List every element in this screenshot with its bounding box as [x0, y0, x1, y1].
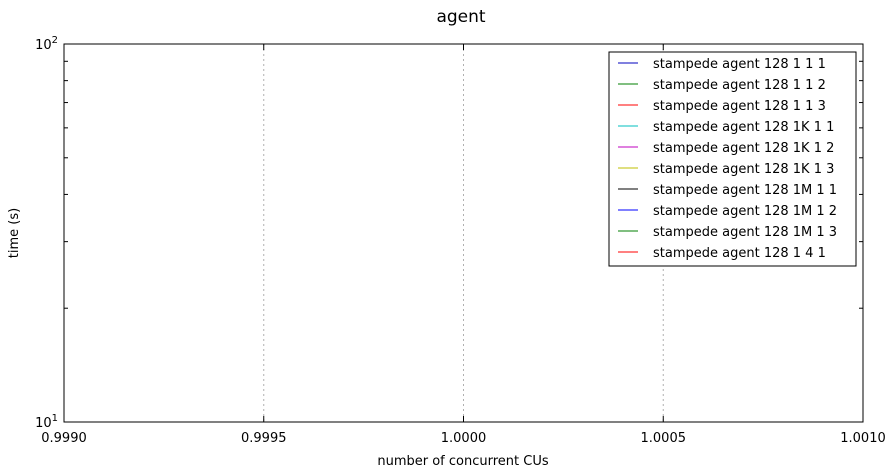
- x-tick-label: 0.9995: [241, 431, 287, 446]
- legend: stampede agent 128 1 1 1 stampede agent 1…: [608, 51, 857, 267]
- chart-title: agent: [436, 7, 485, 27]
- y-axis-label: time (s): [7, 208, 22, 258]
- legend-label: stampede agent 128 1K 1 3: [653, 162, 834, 177]
- legend-label: stampede agent 128 1 1 3: [653, 99, 826, 114]
- legend-label: stampede agent 128 1 4 1: [653, 246, 826, 261]
- legend-label: stampede agent 128 1 1 1: [653, 57, 826, 72]
- legend-label: stampede agent 128 1M 1 2: [653, 204, 837, 219]
- y-tick-label: 101: [35, 413, 58, 431]
- legend-label: stampede agent 128 1M 1 3: [653, 225, 837, 240]
- x-tick-label: 0.9990: [41, 431, 87, 446]
- legend-label: stampede agent 128 1M 1 1: [653, 183, 837, 198]
- legend-label: stampede agent 128 1K 1 2: [653, 141, 834, 156]
- x-axis-label: number of concurrent CUs: [377, 454, 548, 469]
- legend-label: stampede agent 128 1K 1 1: [653, 120, 834, 135]
- x-tick-label: 1.0010: [840, 431, 886, 446]
- x-tick-labels: 0.9990 0.9995 1.0000 1.0005 1.0010: [41, 431, 886, 446]
- x-tick-label: 1.0000: [441, 431, 487, 446]
- y-tick-label: 102: [35, 35, 58, 53]
- legend-box: [608, 51, 857, 267]
- axis-ticks: [63, 43, 864, 423]
- x-tick-label: 1.0005: [641, 431, 687, 446]
- y-tick-labels: 101 102: [35, 35, 58, 431]
- legend-label: stampede agent 128 1 1 2: [653, 78, 826, 93]
